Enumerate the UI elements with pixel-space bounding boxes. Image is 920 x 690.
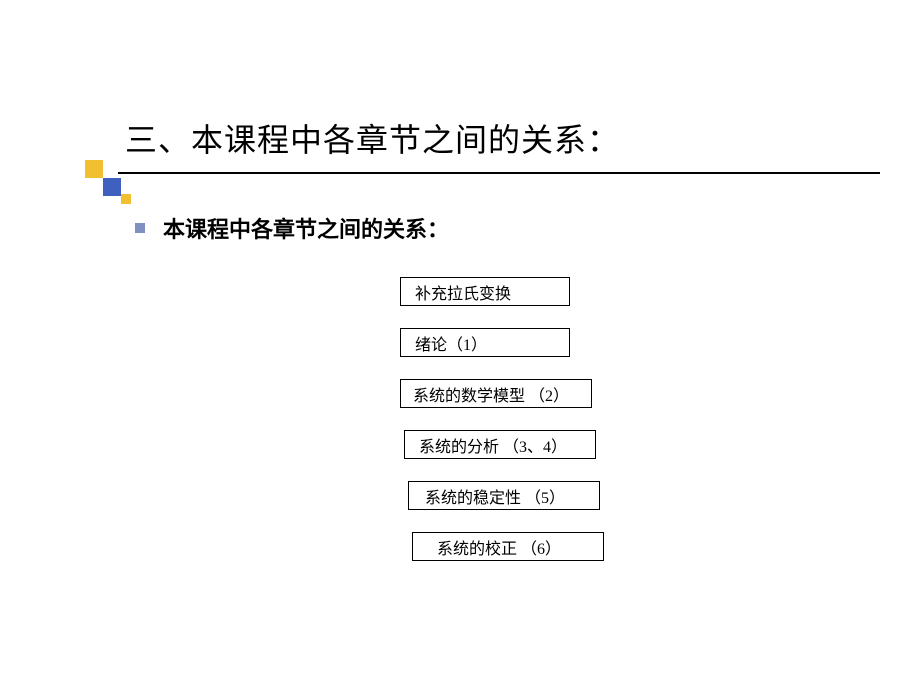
chapter-box: 系统的校正 （6）: [412, 532, 604, 561]
chapter-box: 系统的数学模型 （2）: [400, 379, 592, 408]
deco-square-yellow-icon: [85, 160, 103, 178]
slide-container: 三、本课程中各章节之间的关系： 本课程中各章节之间的关系： 补充拉氏变换 绪论（…: [0, 0, 920, 690]
deco-square-blue-icon: [103, 178, 121, 196]
title-region: 三、本课程中各章节之间的关系：: [85, 115, 880, 161]
subtitle-region: 本课程中各章节之间的关系：: [135, 212, 449, 244]
slide-title: 三、本课程中各章节之间的关系：: [85, 115, 880, 161]
title-underline: [118, 172, 880, 174]
chapter-box: 绪论（1）: [400, 328, 570, 357]
chapter-box: 系统的稳定性 （5）: [408, 481, 600, 510]
chapter-box: 系统的分析 （3、4）: [404, 430, 596, 459]
deco-square-small-icon: [121, 194, 131, 204]
chapter-box: 补充拉氏变换: [400, 277, 570, 306]
subtitle-text: 本课程中各章节之间的关系：: [163, 212, 449, 244]
chapter-boxes: 补充拉氏变换 绪论（1） 系统的数学模型 （2） 系统的分析 （3、4） 系统的…: [400, 277, 592, 583]
bullet-icon: [135, 223, 145, 233]
